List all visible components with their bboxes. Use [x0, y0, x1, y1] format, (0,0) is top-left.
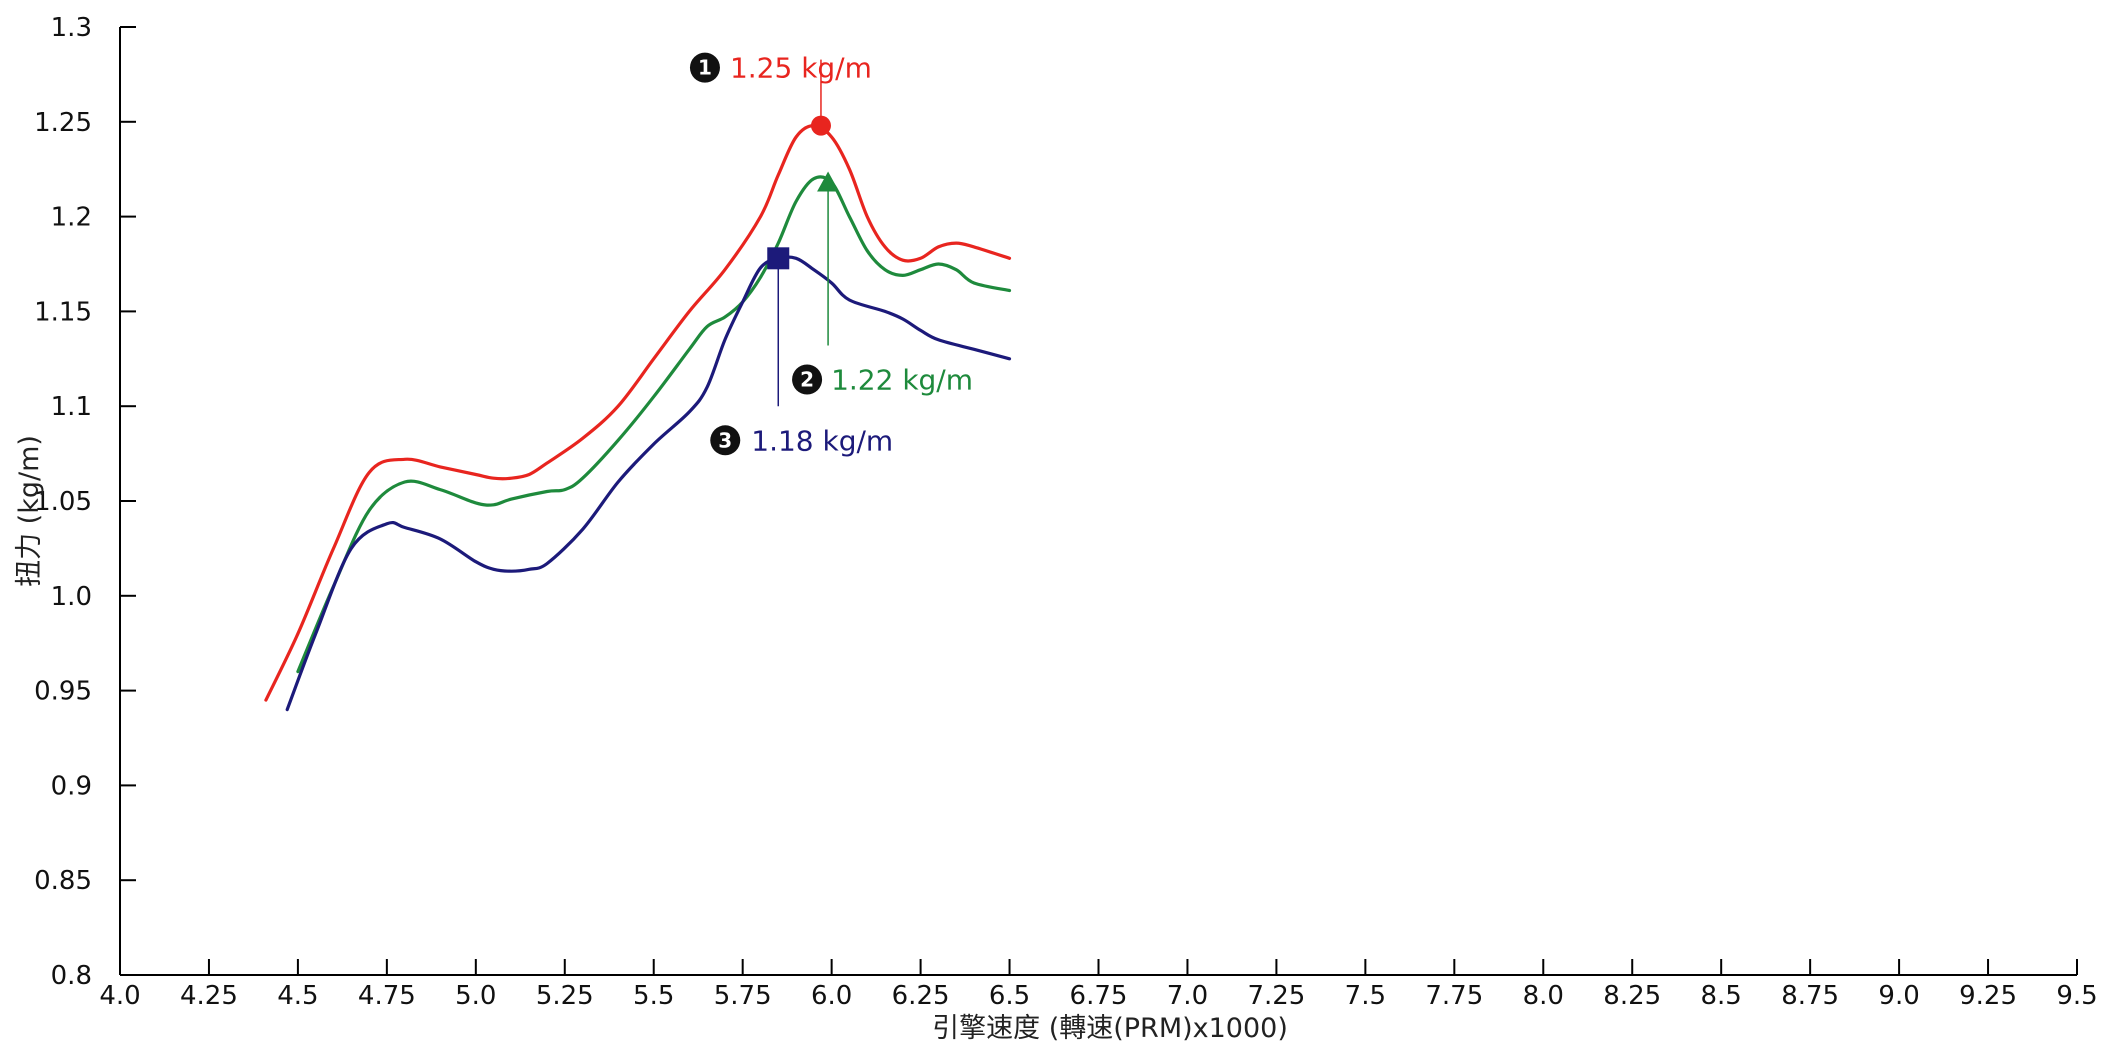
x-tick-label: 6.5: [989, 981, 1030, 1011]
y-tick-label: 1.1: [51, 392, 92, 422]
axes: [120, 27, 2077, 975]
x-tick-label: 6.25: [892, 981, 950, 1011]
x-tick-label: 4.0: [99, 981, 140, 1011]
y-tick-label: 0.8: [51, 961, 92, 991]
y-tick-label: 0.85: [34, 866, 92, 896]
x-tick-label: 9.5: [2056, 981, 2097, 1011]
y-tick-label: 0.9: [51, 771, 92, 801]
peak-marker-circle: [811, 116, 831, 136]
annotation-number: 1: [698, 56, 712, 80]
annotation-label-3: 3 1.18 kg/m: [710, 424, 893, 457]
x-axis-title: 引擎速度 (轉速(PRM)x1000): [932, 1013, 1288, 1044]
x-tick-label: 4.75: [358, 981, 416, 1011]
x-tick-label: 5.5: [633, 981, 674, 1011]
x-tick-label: 4.25: [180, 981, 238, 1011]
x-tick-label: 5.25: [536, 981, 594, 1011]
annotation-value: 1.18 kg/m: [751, 424, 893, 457]
y-axis-title: 扭力 (kg/m): [14, 435, 45, 587]
annotation-layer: 1 1.25 kg/m 2 1.22 kg/m 3 1.18 kg/m: [690, 52, 973, 458]
x-ticks: 4.0 4.25 4.5 4.75 5.0 5.25 5.5 5.75 6.0 6.25 6.5 6.…: [99, 959, 2097, 1011]
y-tick-label: 1.0: [51, 582, 92, 612]
y-tick-label: 1.25: [34, 108, 92, 138]
x-tick-label: 4.5: [277, 981, 318, 1011]
x-tick-label: 9.25: [1959, 981, 2017, 1011]
x-tick-label: 8.25: [1603, 981, 1661, 1011]
annotation-value: 1.22 kg/m: [831, 363, 973, 396]
y-tick-label: 0.95: [34, 677, 92, 707]
x-tick-label: 5.0: [455, 981, 496, 1011]
x-tick-label: 7.75: [1425, 981, 1483, 1011]
x-tick-label: 6.0: [811, 981, 852, 1011]
peak-marker-square: [767, 247, 789, 269]
series-line-3: [287, 257, 1009, 710]
y-tick-label: 1.3: [51, 13, 92, 43]
series-layer: [266, 126, 1010, 710]
peak-marker-triangle: [817, 171, 839, 191]
x-tick-label: 7.5: [1345, 981, 1386, 1011]
x-tick-label: 7.25: [1247, 981, 1305, 1011]
annotation-number: 2: [800, 367, 814, 391]
x-tick-label: 8.0: [1523, 981, 1564, 1011]
x-tick-label: 5.75: [714, 981, 772, 1011]
annotation-label-2: 2 1.22 kg/m: [792, 363, 973, 396]
series-line-2: [298, 177, 1010, 672]
y-tick-label: 1.2: [51, 203, 92, 233]
x-tick-label: 6.75: [1070, 981, 1128, 1011]
x-tick-label: 9.0: [1878, 981, 1919, 1011]
annotation-label-1: 1 1.25 kg/m: [690, 52, 872, 85]
y-tick-label: 1.15: [34, 297, 92, 327]
x-tick-label: 7.0: [1167, 981, 1208, 1011]
x-tick-label: 8.75: [1781, 981, 1839, 1011]
x-tick-label: 8.5: [1701, 981, 1742, 1011]
annotation-number: 3: [718, 428, 732, 452]
series-line-1: [266, 126, 1010, 701]
annotation-value: 1.25 kg/m: [730, 52, 872, 85]
